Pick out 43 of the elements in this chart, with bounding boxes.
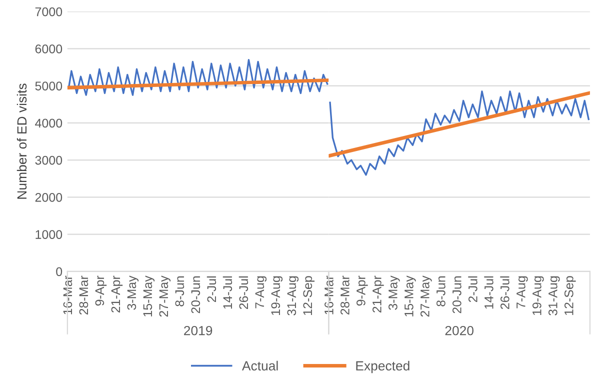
x-tick-label: 8-Jun xyxy=(436,276,446,306)
y-tick-label: 3000 xyxy=(35,156,62,165)
x-tick-label: 28-Mar xyxy=(340,276,350,315)
x-tick-label: 27-May xyxy=(420,276,432,317)
x-tick-label: 9-Apr xyxy=(356,276,368,306)
x-tick-label: 2-Jul xyxy=(468,276,478,302)
x-tick-label: 12-Sep xyxy=(564,276,576,315)
x-tick-label: 28-Mar xyxy=(79,276,88,315)
x-tick-label: 9-Apr xyxy=(95,276,107,306)
x-tick-label: 3-May xyxy=(388,276,400,310)
x-tick-label: 21-Apr xyxy=(372,276,384,312)
x-tick-label: 26-Jul xyxy=(500,276,510,310)
x-tick-label: 7-Aug xyxy=(255,276,267,308)
x-tick-label: 31-Aug xyxy=(287,276,299,316)
x-tick-label: 7-Aug xyxy=(516,276,528,308)
y-tick-label: 2000 xyxy=(35,192,62,202)
x-tick-label: 12-Sep xyxy=(303,276,315,315)
y-tick-label: 5000 xyxy=(35,82,62,90)
y-tick-label: 7000 xyxy=(35,7,62,16)
y-tick-label: 4000 xyxy=(35,118,62,128)
x-tick-label: 20-Jun xyxy=(452,276,462,314)
y-tick-label: 0 xyxy=(56,267,62,276)
x-tick-label: 3-May xyxy=(127,276,139,310)
x-axis-title: 2019 xyxy=(184,326,212,336)
x-tick-label: 26-Jul xyxy=(238,276,248,310)
x-tick-label: 14-Jul xyxy=(222,276,232,309)
x-tick-label: 31-Aug xyxy=(548,276,560,316)
x-tick-label: 14-Jul xyxy=(484,276,494,309)
x-tick-label: 20-Jun xyxy=(191,276,200,314)
y-axis-title: Number of ED visits xyxy=(16,84,27,199)
x-tick-label: 15-May xyxy=(143,276,155,316)
x-tick-label: 8-Jun xyxy=(175,276,184,306)
x-axis-title: 2020 xyxy=(445,326,474,336)
x-tick-label: 27-May xyxy=(159,276,171,317)
x-tick-label: 19-Aug xyxy=(271,276,283,315)
x-tick-label: 2-Jul xyxy=(206,276,216,302)
legend-label: Expected xyxy=(356,360,410,374)
x-tick-label: 19-Aug xyxy=(532,276,544,315)
x-tick-label: 21-Apr xyxy=(111,276,123,312)
x-tick-label: 15-May xyxy=(404,276,416,316)
y-tick-label: 1000 xyxy=(36,230,62,239)
y-tick-label: 6000 xyxy=(35,44,62,54)
legend-label: Actual xyxy=(242,360,278,371)
